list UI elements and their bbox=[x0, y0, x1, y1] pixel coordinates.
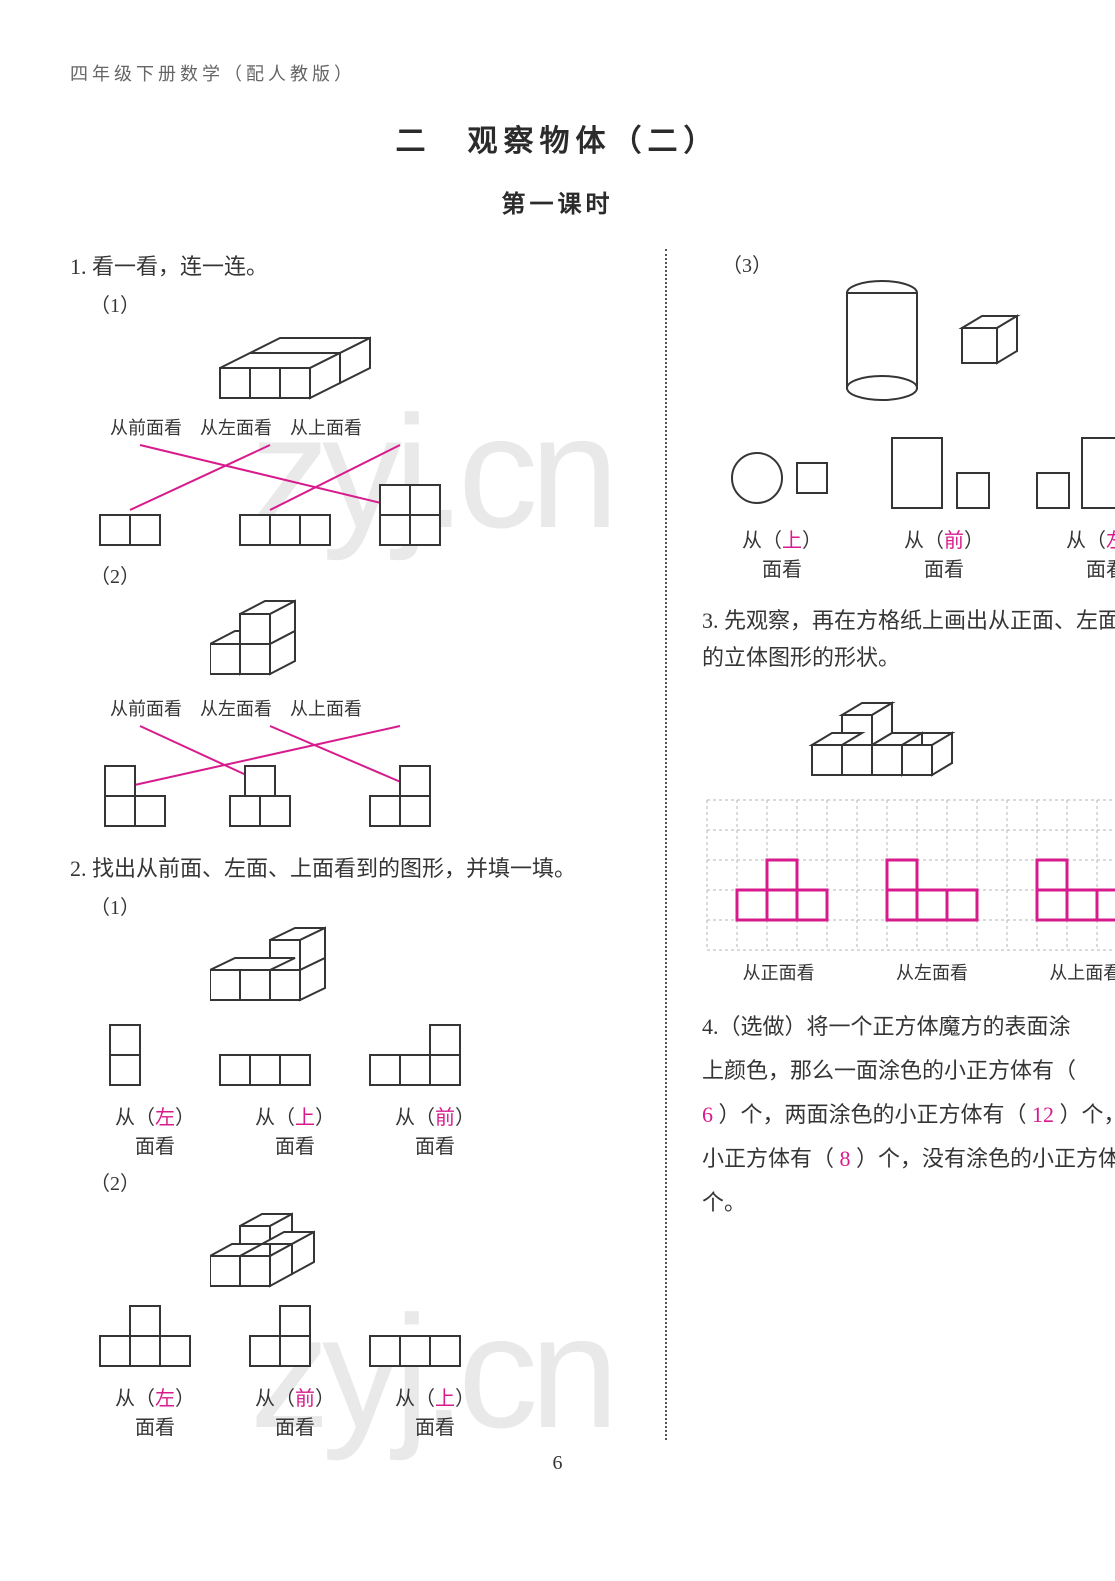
q4-a2: 12 bbox=[1032, 1102, 1054, 1127]
q2-stem: 2. 找出从前面、左面、上面看到的图形，并填一填。 bbox=[70, 851, 630, 883]
q4-m3: ）个，没有涂色的小正方体有（ bbox=[856, 1146, 1115, 1171]
paren-l: 从（ bbox=[255, 1388, 295, 1410]
below: 面看 bbox=[135, 1136, 175, 1158]
q2-3-solid bbox=[822, 278, 1115, 418]
ans: 左 bbox=[1106, 530, 1115, 552]
ans: 前 bbox=[295, 1388, 315, 1410]
column-divider bbox=[665, 249, 667, 1440]
below: 面看 bbox=[1086, 559, 1115, 581]
q2-1-answers: 从（左）面看 从（上）面看 从（前）面看 bbox=[100, 1101, 630, 1159]
paren-r: ） bbox=[315, 1107, 335, 1129]
q1-1-match bbox=[70, 440, 490, 560]
q4-rest: 6 ）个，两面涂色的小正方体有（ 12 ）个，三面涂色的小正方体有（ 8 ）个，… bbox=[702, 1093, 1115, 1225]
paren-r: ） bbox=[455, 1388, 475, 1410]
paren-r: ） bbox=[455, 1107, 475, 1129]
below: 面看 bbox=[762, 559, 802, 581]
q3-grid bbox=[702, 795, 1115, 955]
lesson-title: 第一课时 bbox=[70, 184, 1045, 219]
q2-2-answers: 从（左）面看 从（前）面看 从（上）面看 bbox=[100, 1382, 630, 1440]
below: 面看 bbox=[415, 1136, 455, 1158]
q4-a3: 8 bbox=[840, 1146, 851, 1171]
q1-stem: 1. 看一看，连一连。 bbox=[70, 249, 630, 281]
paren-r: ） bbox=[175, 1388, 195, 1410]
q3-stem: 3. 先观察，再在方格纸上画出从正面、左面和上面看到的立体图形的形状。 bbox=[702, 602, 1115, 677]
q2-sub3: （3） bbox=[722, 249, 1115, 278]
ans: 上 bbox=[782, 530, 802, 552]
q4-block: 4.（选做）将一个正方体魔方的表面涂上颜色，那么一面涂色的小正方体有（ 6 ）个… bbox=[702, 1005, 1115, 1225]
below: 面看 bbox=[275, 1136, 315, 1158]
ans: 前 bbox=[944, 530, 964, 552]
paren-l: 从（ bbox=[1066, 530, 1106, 552]
paren-l: 从（ bbox=[904, 530, 944, 552]
q2-sub1: （1） bbox=[90, 891, 630, 920]
page-number: 6 bbox=[70, 1452, 1045, 1475]
below: 面看 bbox=[275, 1417, 315, 1439]
q4-cube-icon bbox=[1102, 1005, 1115, 1145]
q4-pre: 4.（选做）将一个正方体魔方的表面涂上颜色，那么一面涂色的小正方体有（ bbox=[702, 1014, 1076, 1083]
paren-l: 从（ bbox=[395, 1388, 435, 1410]
two-column-layout: 1. 看一看，连一连。 （1） 从前面看 从左面看 从上面看 bbox=[70, 249, 1045, 1440]
paren-l: 从（ bbox=[395, 1107, 435, 1129]
label-front: 从前面看 bbox=[110, 414, 182, 440]
label-front2: 从前面看 bbox=[110, 695, 182, 721]
below: 面看 bbox=[135, 1417, 175, 1439]
q3-solid bbox=[802, 685, 1002, 795]
label: 从正面看 bbox=[743, 959, 815, 985]
paren-r: ） bbox=[802, 530, 822, 552]
q2-2-views bbox=[80, 1296, 500, 1376]
below: 面看 bbox=[415, 1417, 455, 1439]
q4-text-wrap: 4.（选做）将一个正方体魔方的表面涂上颜色，那么一面涂色的小正方体有（ bbox=[702, 1005, 1115, 1093]
q1-2-solid bbox=[210, 589, 630, 689]
q1-1-solid bbox=[190, 318, 610, 408]
paren-l: 从（ bbox=[742, 530, 782, 552]
label-left: 从左面看 bbox=[200, 414, 272, 440]
q3-grid-labels: 从正面看 从左面看 从上面看 bbox=[702, 959, 1115, 985]
q2-2-solid bbox=[210, 1196, 630, 1296]
ans: 左 bbox=[155, 1107, 175, 1129]
q2-1-views bbox=[80, 1015, 500, 1095]
q1-sub1: （1） bbox=[90, 289, 630, 318]
label-top2: 从上面看 bbox=[290, 695, 362, 721]
paren-r: ） bbox=[315, 1388, 335, 1410]
label-left2: 从左面看 bbox=[200, 695, 272, 721]
paren-l: 从（ bbox=[115, 1388, 155, 1410]
chapter-title: 二 观察物体（二） bbox=[70, 116, 1045, 160]
q2-1-solid bbox=[210, 920, 630, 1015]
label: 从上面看 bbox=[1049, 959, 1115, 985]
label: 从左面看 bbox=[896, 959, 968, 985]
paren-r: ） bbox=[175, 1107, 195, 1129]
q2-3-views bbox=[702, 418, 1115, 518]
ans: 上 bbox=[435, 1388, 455, 1410]
page-root: zyj.cn zyj.cn 四年级下册数学（配人教版） 二 观察物体（二） 第一… bbox=[0, 0, 1115, 1515]
ans: 前 bbox=[435, 1107, 455, 1129]
q1-2-match bbox=[70, 721, 490, 841]
label-top: 从上面看 bbox=[290, 414, 362, 440]
q1-2-labels: 从前面看 从左面看 从上面看 bbox=[110, 695, 630, 721]
left-column: 1. 看一看，连一连。 （1） 从前面看 从左面看 从上面看 bbox=[70, 249, 630, 1440]
q2-3-answers: 从（上）面看 从（前）面看 从（左）面看 bbox=[712, 524, 1115, 582]
page-header: 四年级下册数学（配人教版） bbox=[70, 60, 1045, 86]
q2-sub2: （2） bbox=[90, 1167, 630, 1196]
q1-1-labels: 从前面看 从左面看 从上面看 bbox=[110, 414, 630, 440]
below: 面看 bbox=[924, 559, 964, 581]
q4-m1: ）个，两面涂色的小正方体有（ bbox=[719, 1102, 1027, 1127]
ans: 左 bbox=[155, 1388, 175, 1410]
q1-sub2: （2） bbox=[90, 560, 630, 589]
right-column: （3） 从（上）面看 bbox=[702, 249, 1115, 1440]
paren-l: 从（ bbox=[115, 1107, 155, 1129]
ans: 上 bbox=[295, 1107, 315, 1129]
q4-a1: 6 bbox=[702, 1102, 713, 1127]
paren-l: 从（ bbox=[255, 1107, 295, 1129]
paren-r: ） bbox=[964, 530, 984, 552]
